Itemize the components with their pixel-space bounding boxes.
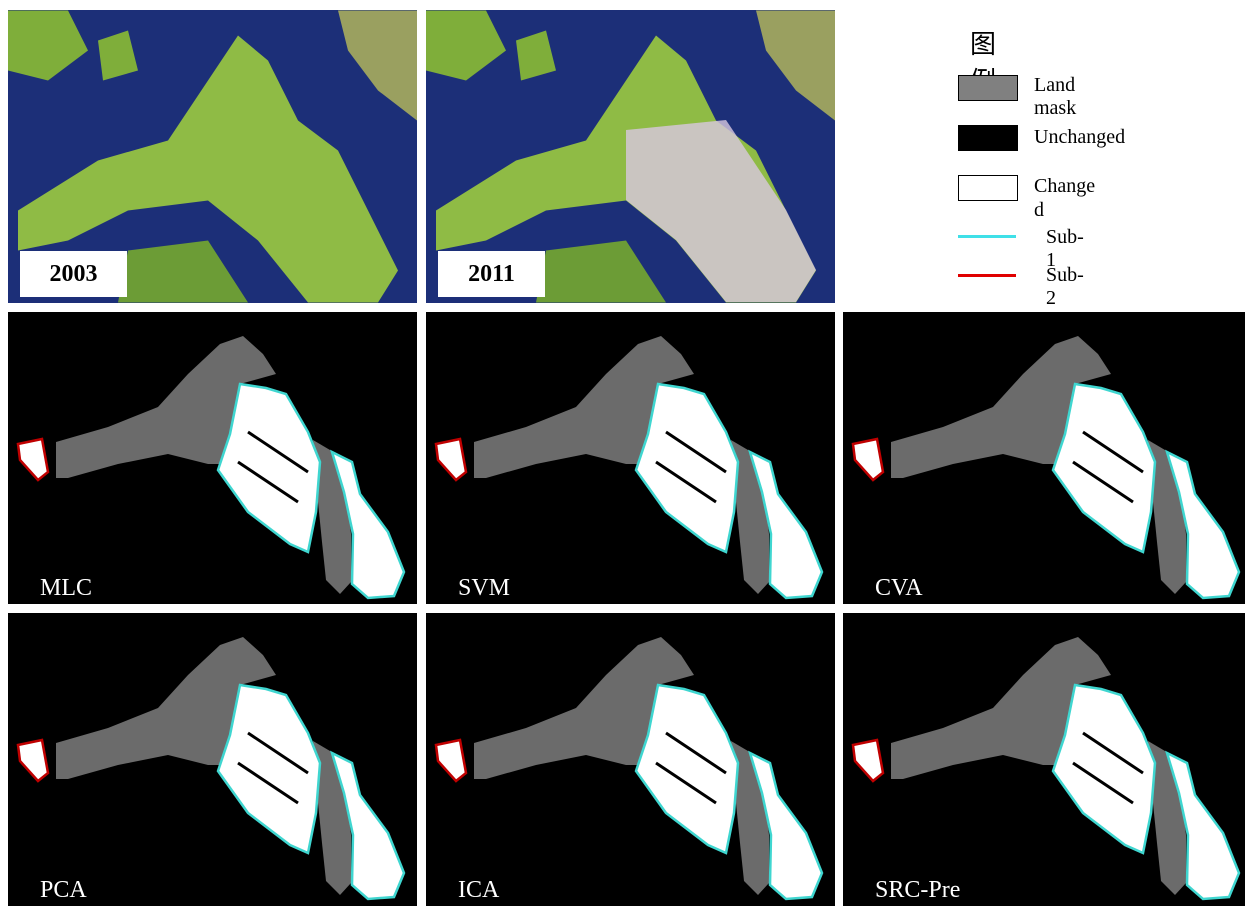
legend-label: Changed <box>1034 174 1096 222</box>
method-label: PCA <box>40 877 87 904</box>
legend-swatch <box>958 125 1018 151</box>
change-map: PCA <box>8 613 417 906</box>
legend-swatch <box>958 75 1018 101</box>
change-map: CVA <box>843 312 1245 604</box>
legend-swatch <box>958 175 1018 201</box>
map <box>843 312 1245 604</box>
method-label: SRC-Pre <box>875 877 960 904</box>
change-map: SVM <box>426 312 835 604</box>
map <box>426 613 835 905</box>
legend-label: Sub-2 <box>1046 264 1084 310</box>
change-map: ICA <box>426 613 835 906</box>
image-2003: 2003 <box>8 10 417 303</box>
change-map: SRC-Pre <box>843 613 1245 906</box>
method-label: ICA <box>458 877 499 904</box>
map <box>8 312 417 604</box>
image-2011: 2011 <box>426 10 835 303</box>
year-label: 2011 <box>438 251 545 297</box>
method-label: SVM <box>458 575 510 602</box>
legend-line <box>958 235 1016 238</box>
legend-line <box>958 274 1016 277</box>
change-map: MLC <box>8 312 417 604</box>
page: 2003 2011 图例 Land mask Unchanged Changed… <box>0 0 1245 906</box>
map <box>426 312 835 604</box>
year-label: 2003 <box>20 251 127 297</box>
method-label: CVA <box>875 575 923 602</box>
map <box>8 613 417 905</box>
method-label: MLC <box>40 575 92 602</box>
legend-label: Land mask <box>1034 74 1076 120</box>
map <box>843 613 1245 905</box>
legend-label: Unchanged <box>1034 126 1125 149</box>
